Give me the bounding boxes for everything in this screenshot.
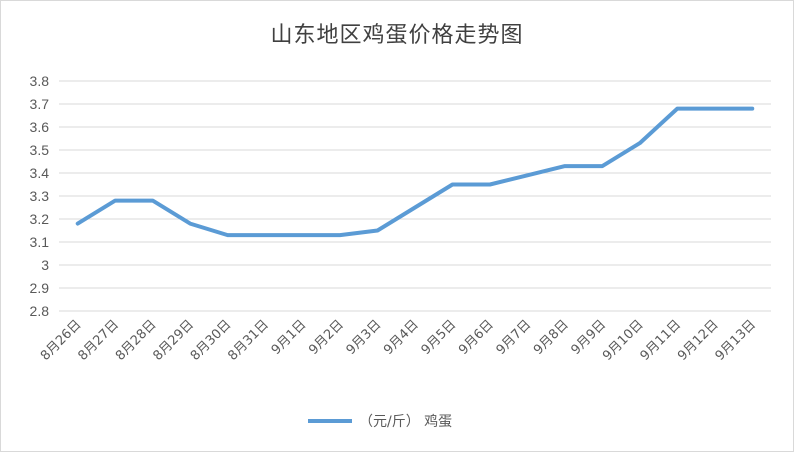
x-tick-label: 9月5日 [419, 317, 460, 358]
x-tick-label: 8月27日 [75, 317, 122, 364]
x-tick-label: 9月10日 [600, 317, 647, 364]
x-tick-label: 8月31日 [225, 317, 272, 364]
y-tick-label: 2.8 [30, 303, 50, 319]
x-axis-ticks: 8月26日8月27日8月28日8月29日8月30日8月31日9月1日9月2日9月… [38, 317, 759, 364]
y-tick-label: 3.2 [30, 211, 50, 227]
y-tick-label: 3.1 [30, 234, 50, 250]
legend: （元/斤） 鸡蛋 [308, 413, 452, 430]
y-tick-label: 3.6 [30, 119, 50, 135]
x-tick-label: 9月1日 [269, 317, 310, 358]
x-tick-label: 9月3日 [344, 317, 385, 358]
x-tick-label: 8月29日 [150, 317, 197, 364]
x-tick-label: 8月28日 [113, 317, 160, 364]
x-tick-label: 9月8日 [531, 317, 572, 358]
x-tick-label: 9月13日 [713, 317, 760, 364]
y-axis-ticks: 2.8 2.9 3 3.1 3.2 3.3 3.4 3.5 3.6 3.7 3.8 [30, 73, 50, 319]
y-tick-label: 3.5 [30, 142, 50, 158]
y-tick-label: 2.9 [30, 280, 50, 296]
y-tick-label: 3.7 [30, 96, 50, 112]
x-tick-label: 8月30日 [188, 317, 235, 364]
x-tick-label: 9月12日 [675, 317, 722, 364]
y-tick-label: 3.3 [30, 188, 50, 204]
x-tick-label: 9月11日 [638, 317, 685, 364]
y-tick-label: 3 [41, 257, 49, 273]
x-tick-label: 9月2日 [306, 317, 347, 358]
chart-title: 山东地区鸡蛋价格走势图 [270, 23, 524, 48]
x-tick-label: 9月7日 [494, 317, 535, 358]
y-tick-label: 3.4 [30, 165, 50, 181]
x-tick-label: 9月4日 [381, 317, 422, 358]
x-tick-label: 9月6日 [456, 317, 497, 358]
x-tick-label: 8月26日 [38, 317, 85, 364]
y-tick-label: 3.8 [30, 73, 50, 89]
series-group [75, 106, 755, 238]
legend-label: （元/斤） 鸡蛋 [359, 413, 452, 430]
grid-lines [59, 80, 771, 312]
series-line [75, 106, 755, 238]
